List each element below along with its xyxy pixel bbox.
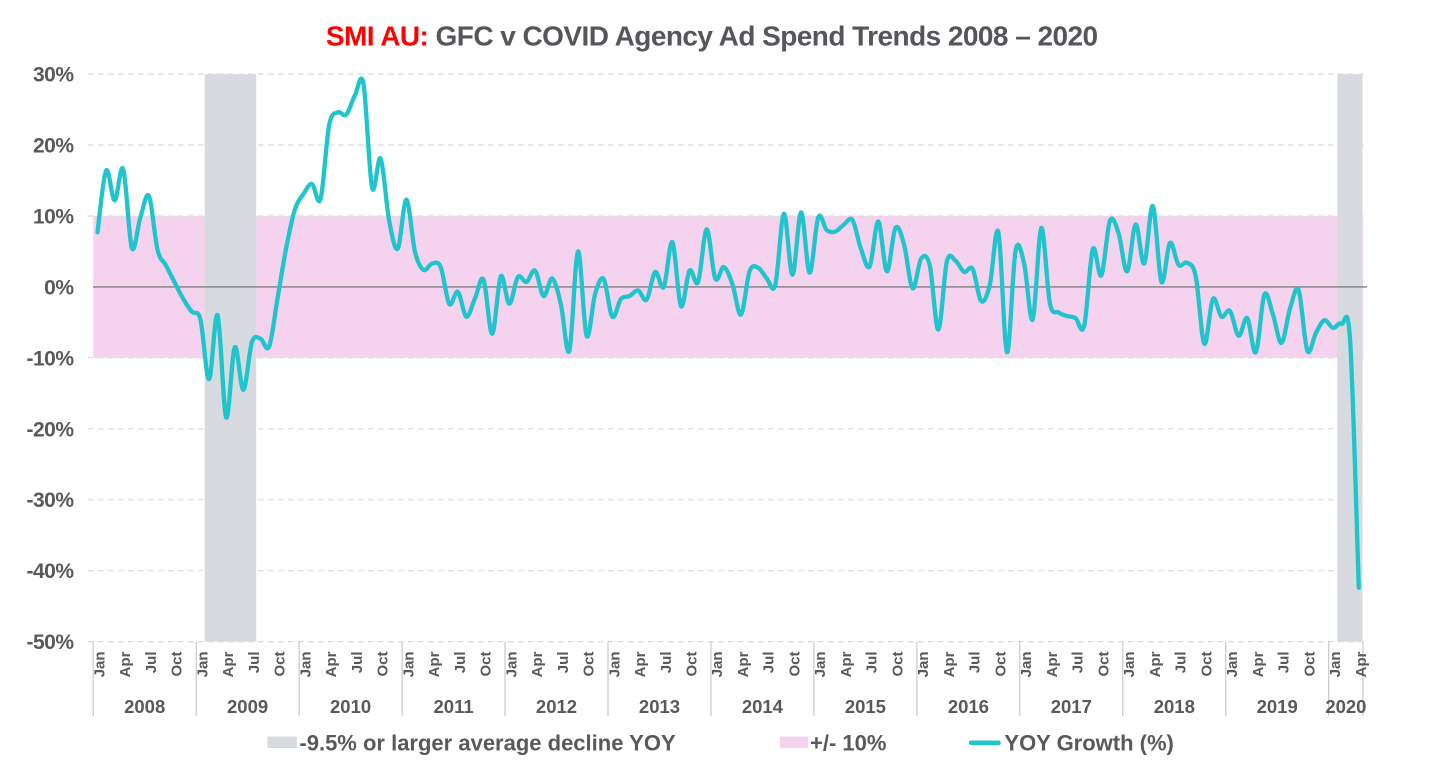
- svg-text:Oct: Oct: [1301, 652, 1318, 677]
- svg-text:Jul: Jul: [555, 652, 572, 674]
- svg-text:Apr: Apr: [632, 651, 649, 677]
- svg-text:Jan: Jan: [915, 652, 932, 678]
- svg-text:Jul: Jul: [1070, 652, 1087, 674]
- svg-text:Apr: Apr: [220, 651, 237, 677]
- svg-text:-40%: -40%: [26, 560, 74, 583]
- svg-text:Jan: Jan: [194, 652, 211, 678]
- svg-text:Oct: Oct: [581, 652, 598, 677]
- svg-text:Apr: Apr: [1044, 651, 1061, 677]
- svg-text:10%: 10%: [33, 206, 74, 229]
- svg-text:2015: 2015: [845, 696, 886, 717]
- svg-text:20%: 20%: [33, 135, 74, 158]
- svg-text:-20%: -20%: [26, 418, 74, 441]
- svg-text:2014: 2014: [742, 696, 784, 717]
- svg-text:-10%: -10%: [26, 347, 74, 370]
- svg-text:Apr: Apr: [1353, 651, 1370, 677]
- svg-text:2013: 2013: [639, 696, 680, 717]
- svg-text:Jan: Jan: [709, 652, 726, 678]
- svg-text:Jan: Jan: [503, 652, 520, 678]
- svg-text:Jul: Jul: [761, 652, 778, 674]
- svg-text:Oct: Oct: [787, 652, 804, 677]
- svg-text:Jan: Jan: [1018, 652, 1035, 678]
- svg-text:Apr: Apr: [838, 651, 855, 677]
- svg-text:2020: 2020: [1325, 696, 1366, 717]
- svg-text:Jan: Jan: [606, 652, 623, 678]
- svg-text:-9.5% or larger average declin: -9.5% or larger average decline YOY: [299, 731, 676, 756]
- svg-text:Jul: Jul: [658, 652, 675, 674]
- svg-text:Jul: Jul: [452, 652, 469, 674]
- svg-text:SMI AU: GFC v COVID Agency Ad: SMI AU: GFC v COVID Agency Ad Spend Tren…: [326, 21, 1098, 52]
- svg-text:Oct: Oct: [169, 652, 186, 677]
- svg-text:2017: 2017: [1051, 696, 1092, 717]
- svg-text:Jul: Jul: [349, 652, 366, 674]
- svg-text:Jan: Jan: [1121, 652, 1138, 678]
- svg-text:2010: 2010: [330, 696, 371, 717]
- svg-text:Jul: Jul: [1276, 652, 1293, 674]
- svg-text:Jan: Jan: [400, 652, 417, 678]
- svg-text:Jul: Jul: [143, 652, 160, 674]
- svg-text:2018: 2018: [1154, 696, 1195, 717]
- svg-text:Apr: Apr: [1147, 651, 1164, 677]
- svg-text:YOY Growth (%): YOY Growth (%): [1004, 731, 1174, 756]
- svg-text:Oct: Oct: [1198, 652, 1215, 677]
- svg-text:Oct: Oct: [272, 652, 289, 677]
- svg-text:Oct: Oct: [889, 652, 906, 677]
- svg-text:0%: 0%: [44, 276, 74, 299]
- svg-text:Apr: Apr: [117, 651, 134, 677]
- svg-text:Apr: Apr: [941, 651, 958, 677]
- svg-text:30%: 30%: [33, 64, 74, 87]
- svg-text:Apr: Apr: [735, 651, 752, 677]
- svg-text:2012: 2012: [536, 696, 577, 717]
- svg-text:Apr: Apr: [529, 651, 546, 677]
- svg-text:Oct: Oct: [478, 652, 495, 677]
- svg-text:2009: 2009: [227, 696, 268, 717]
- svg-text:2019: 2019: [1257, 696, 1298, 717]
- svg-text:Jan: Jan: [92, 652, 109, 678]
- svg-text:Oct: Oct: [684, 652, 701, 677]
- svg-text:-30%: -30%: [26, 489, 74, 512]
- svg-text:2011: 2011: [434, 696, 474, 717]
- svg-text:Oct: Oct: [1095, 652, 1112, 677]
- svg-text:Jul: Jul: [967, 652, 984, 674]
- svg-text:Apr: Apr: [1250, 651, 1267, 677]
- svg-text:Jan: Jan: [1224, 652, 1241, 678]
- svg-text:Jul: Jul: [246, 652, 263, 674]
- svg-text:Jul: Jul: [864, 652, 881, 674]
- svg-text:-50%: -50%: [26, 631, 74, 654]
- svg-text:2016: 2016: [948, 696, 989, 717]
- svg-text:+/- 10%: +/- 10%: [810, 731, 886, 756]
- svg-text:Apr: Apr: [426, 651, 443, 677]
- svg-text:Jan: Jan: [812, 652, 829, 678]
- svg-text:Oct: Oct: [992, 652, 1009, 677]
- svg-text:Oct: Oct: [375, 652, 392, 677]
- svg-text:Jan: Jan: [297, 652, 314, 678]
- svg-text:2008: 2008: [124, 696, 165, 717]
- svg-text:Jul: Jul: [1173, 652, 1190, 674]
- svg-text:Apr: Apr: [323, 651, 340, 677]
- svg-text:Jan: Jan: [1327, 652, 1344, 678]
